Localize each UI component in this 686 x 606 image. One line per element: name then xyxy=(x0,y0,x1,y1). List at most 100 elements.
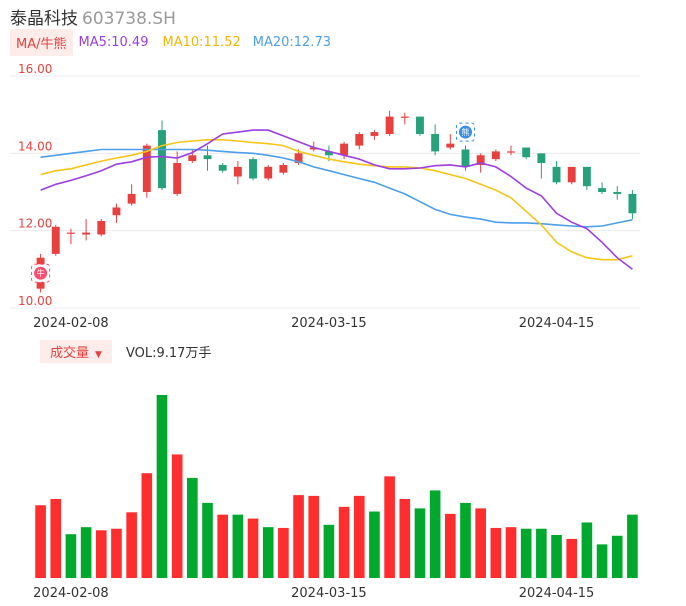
volume-x-tick-label: 2024-03-15 xyxy=(291,586,367,601)
volume-bar xyxy=(536,528,547,578)
volume-bar xyxy=(80,527,92,578)
candle-body xyxy=(613,192,622,194)
volume-bar xyxy=(445,513,456,578)
volume-indicator-selector[interactable]: 成交量 ▼ xyxy=(40,339,112,363)
volume-bar xyxy=(171,454,183,578)
y-tick-label: 14.00 xyxy=(18,139,52,153)
candle-body xyxy=(446,143,455,148)
volume-bar xyxy=(126,512,137,578)
candle-body xyxy=(537,153,546,163)
volume-bar xyxy=(399,499,411,578)
candle-body xyxy=(249,159,257,179)
candle-body xyxy=(491,151,500,160)
volume-bar xyxy=(596,544,608,578)
candle-body xyxy=(340,143,349,156)
candle-body xyxy=(294,153,303,163)
candle-body xyxy=(476,155,485,165)
candle-body xyxy=(97,221,106,235)
ma10-line xyxy=(40,139,633,261)
volume-bar xyxy=(490,527,502,578)
candle-body xyxy=(552,166,561,183)
volume-x-tick-label: 2024-02-08 xyxy=(33,586,109,601)
candle-body xyxy=(264,166,273,179)
volume-bar xyxy=(65,534,77,578)
ma20-line xyxy=(40,148,633,228)
volume-bar xyxy=(566,538,578,578)
y-tick-label: 16.00 xyxy=(18,62,52,76)
candle-body xyxy=(567,166,576,183)
volume-bar xyxy=(520,528,532,578)
candle-body xyxy=(82,232,91,235)
candle-body xyxy=(400,116,409,118)
volume-bar xyxy=(308,495,320,578)
volume-bar xyxy=(202,502,213,578)
volume-value: VOL:9.17万手 xyxy=(125,345,212,361)
volume-bar xyxy=(551,534,562,578)
volume-bar xyxy=(338,506,350,578)
stock-name: 泰晶科技 xyxy=(10,9,78,29)
volume-bar xyxy=(217,514,228,578)
volume-bar xyxy=(278,527,289,578)
volume-x-tick-label: 2024-04-15 xyxy=(519,586,595,601)
candle-body xyxy=(233,166,242,177)
candle-body xyxy=(51,226,60,254)
marker-label: 熊 xyxy=(461,127,469,137)
candle-body xyxy=(522,147,531,158)
candle-body xyxy=(370,132,379,136)
volume-bar xyxy=(323,524,335,578)
ma-indicator-selector[interactable]: MA/牛熊 xyxy=(10,28,73,56)
volume-bar xyxy=(384,476,395,578)
candle-body xyxy=(203,155,212,160)
candle-body xyxy=(218,164,227,171)
candle-body xyxy=(127,193,136,204)
candle-body xyxy=(66,232,75,234)
candle-body xyxy=(158,130,166,189)
volume-bar xyxy=(187,477,198,578)
candle-body xyxy=(416,116,424,134)
caret-down-icon: ▼ xyxy=(95,349,102,360)
volume-tag-label: 成交量 xyxy=(50,345,90,361)
candle-body xyxy=(173,163,182,194)
stock-code: 603738.SH xyxy=(82,9,176,29)
candle-body xyxy=(355,134,364,146)
volume-bar xyxy=(262,527,274,578)
ma5-line xyxy=(40,129,633,270)
candle-body xyxy=(461,149,470,167)
candle-body xyxy=(188,155,197,162)
ma10-value: MA10:11.52 xyxy=(162,34,241,50)
ma-legend: MA/牛熊 MA5:10.49 MA10:11.52 MA20:12.73 xyxy=(10,28,331,56)
volume-bar xyxy=(111,528,122,578)
candle-body xyxy=(507,151,515,153)
volume-bar xyxy=(232,514,244,578)
volume-bar xyxy=(50,499,62,578)
y-tick-label: 12.00 xyxy=(18,217,52,231)
ma5-value: MA5:10.49 xyxy=(78,34,149,50)
candle-body xyxy=(112,207,121,216)
candle-body xyxy=(431,134,440,152)
volume-bar xyxy=(460,502,471,578)
x-tick-label: 2024-03-15 xyxy=(291,316,367,331)
volume-bar xyxy=(429,490,441,578)
volume-bar xyxy=(369,511,380,578)
volume-bar xyxy=(581,522,593,578)
candle-body xyxy=(598,188,607,192)
volume-bar xyxy=(95,530,107,578)
candle-body xyxy=(324,151,333,156)
volume-bar xyxy=(156,395,168,578)
x-tick-label: 2024-02-08 xyxy=(33,316,109,331)
volume-bar xyxy=(293,495,304,578)
candle-body xyxy=(385,116,394,134)
bull-marker-icon xyxy=(34,266,48,280)
candle-body xyxy=(628,193,637,214)
bear-marker-icon xyxy=(458,125,472,139)
candle-body xyxy=(309,147,318,150)
volume-bar xyxy=(627,514,638,578)
candle-body xyxy=(279,164,288,173)
volume-legend: 成交量 ▼ VOL:9.17万手 xyxy=(40,339,212,363)
candle-body xyxy=(582,166,591,187)
x-tick-label: 2024-04-15 xyxy=(519,316,595,331)
ma20-value: MA20:12.73 xyxy=(252,34,331,50)
volume-bar xyxy=(353,495,365,578)
volume-bar xyxy=(414,508,426,578)
